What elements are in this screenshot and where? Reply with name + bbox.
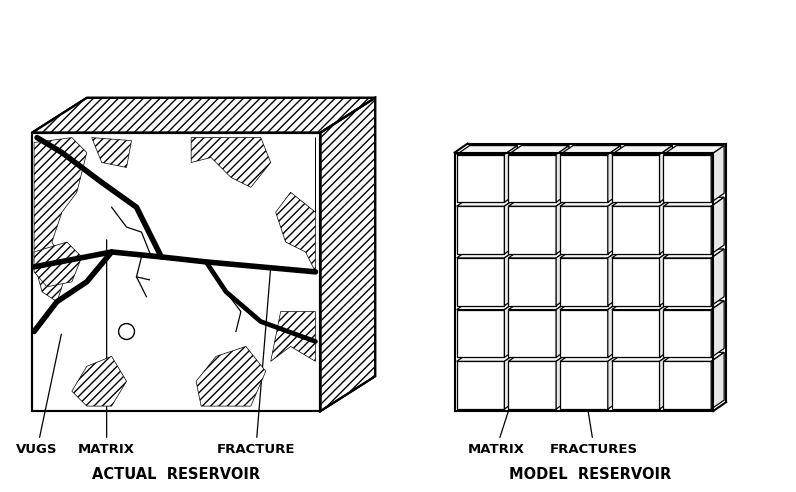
Polygon shape [560, 301, 621, 309]
Polygon shape [34, 242, 82, 287]
Polygon shape [32, 98, 375, 133]
Polygon shape [664, 197, 724, 206]
Polygon shape [509, 206, 556, 254]
Text: MATRIX: MATRIX [78, 240, 135, 456]
Polygon shape [612, 361, 660, 409]
Polygon shape [32, 133, 321, 411]
Polygon shape [664, 352, 724, 361]
Polygon shape [711, 301, 724, 357]
Polygon shape [556, 146, 569, 202]
Polygon shape [664, 309, 711, 357]
Polygon shape [457, 309, 505, 357]
Polygon shape [560, 249, 621, 258]
Polygon shape [72, 356, 127, 406]
Polygon shape [505, 197, 517, 254]
Polygon shape [664, 249, 724, 258]
Polygon shape [711, 352, 724, 409]
Polygon shape [275, 138, 315, 272]
Polygon shape [711, 249, 724, 306]
Polygon shape [608, 146, 621, 202]
Polygon shape [612, 352, 673, 361]
Polygon shape [612, 258, 660, 306]
Polygon shape [505, 352, 517, 409]
Polygon shape [608, 249, 621, 306]
Text: MODEL  RESERVOIR: MODEL RESERVOIR [509, 467, 672, 482]
Polygon shape [711, 146, 724, 202]
Polygon shape [660, 301, 673, 357]
Polygon shape [612, 249, 673, 258]
Polygon shape [556, 301, 569, 357]
Polygon shape [556, 249, 569, 306]
Polygon shape [457, 146, 517, 154]
Polygon shape [560, 206, 608, 254]
Polygon shape [664, 154, 711, 202]
Polygon shape [560, 146, 621, 154]
Polygon shape [509, 197, 569, 206]
Polygon shape [556, 197, 569, 254]
Polygon shape [612, 146, 673, 154]
Polygon shape [509, 146, 569, 154]
Polygon shape [457, 154, 505, 202]
Polygon shape [608, 301, 621, 357]
Polygon shape [321, 98, 375, 411]
Polygon shape [556, 352, 569, 409]
Polygon shape [664, 301, 724, 309]
Polygon shape [457, 361, 505, 409]
Polygon shape [612, 301, 673, 309]
Text: FRACTURES: FRACTURES [550, 388, 638, 456]
Polygon shape [32, 98, 375, 133]
Polygon shape [457, 249, 517, 258]
Polygon shape [509, 249, 569, 258]
Text: VUGS: VUGS [16, 334, 61, 456]
Polygon shape [664, 146, 724, 154]
Polygon shape [196, 346, 266, 406]
Polygon shape [560, 197, 621, 206]
Polygon shape [457, 258, 505, 306]
Text: MATRIX: MATRIX [467, 388, 525, 456]
Polygon shape [608, 197, 621, 254]
Polygon shape [509, 352, 569, 361]
Polygon shape [664, 258, 711, 306]
Text: ACTUAL  RESERVOIR: ACTUAL RESERVOIR [92, 467, 260, 482]
Polygon shape [457, 206, 505, 254]
Polygon shape [509, 361, 556, 409]
Polygon shape [505, 249, 517, 306]
Polygon shape [271, 311, 315, 361]
Polygon shape [509, 309, 556, 357]
Polygon shape [560, 258, 608, 306]
Polygon shape [660, 249, 673, 306]
Polygon shape [509, 258, 556, 306]
Polygon shape [191, 138, 271, 187]
Polygon shape [509, 154, 556, 202]
Polygon shape [560, 154, 608, 202]
Polygon shape [612, 206, 660, 254]
Polygon shape [505, 146, 517, 202]
Polygon shape [560, 352, 621, 361]
Polygon shape [560, 309, 608, 357]
Polygon shape [608, 352, 621, 409]
Polygon shape [457, 197, 517, 206]
Polygon shape [509, 301, 569, 309]
Polygon shape [34, 138, 87, 302]
Polygon shape [660, 197, 673, 254]
Polygon shape [612, 197, 673, 206]
Polygon shape [457, 352, 517, 361]
Polygon shape [612, 154, 660, 202]
Polygon shape [660, 352, 673, 409]
Text: FRACTURE: FRACTURE [217, 270, 295, 456]
Polygon shape [660, 146, 673, 202]
Polygon shape [457, 301, 517, 309]
Polygon shape [612, 309, 660, 357]
Polygon shape [711, 197, 724, 254]
Polygon shape [664, 206, 711, 254]
Polygon shape [664, 361, 711, 409]
Polygon shape [505, 301, 517, 357]
Polygon shape [321, 98, 375, 411]
Polygon shape [560, 361, 608, 409]
Polygon shape [92, 138, 131, 167]
